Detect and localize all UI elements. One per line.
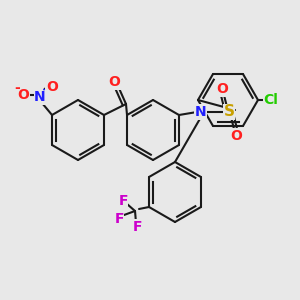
Text: -: - — [14, 81, 20, 95]
Text: N: N — [195, 105, 207, 119]
Text: F: F — [114, 212, 124, 226]
Text: S: S — [224, 104, 235, 119]
Text: +: + — [41, 85, 51, 95]
Text: O: O — [108, 75, 120, 89]
Text: O: O — [46, 80, 58, 94]
Text: F: F — [132, 220, 142, 234]
Text: O: O — [230, 129, 242, 143]
Text: O: O — [17, 88, 29, 102]
Text: O: O — [216, 82, 228, 96]
Text: F: F — [118, 194, 128, 208]
Text: Cl: Cl — [264, 93, 278, 107]
Text: N: N — [34, 90, 46, 104]
